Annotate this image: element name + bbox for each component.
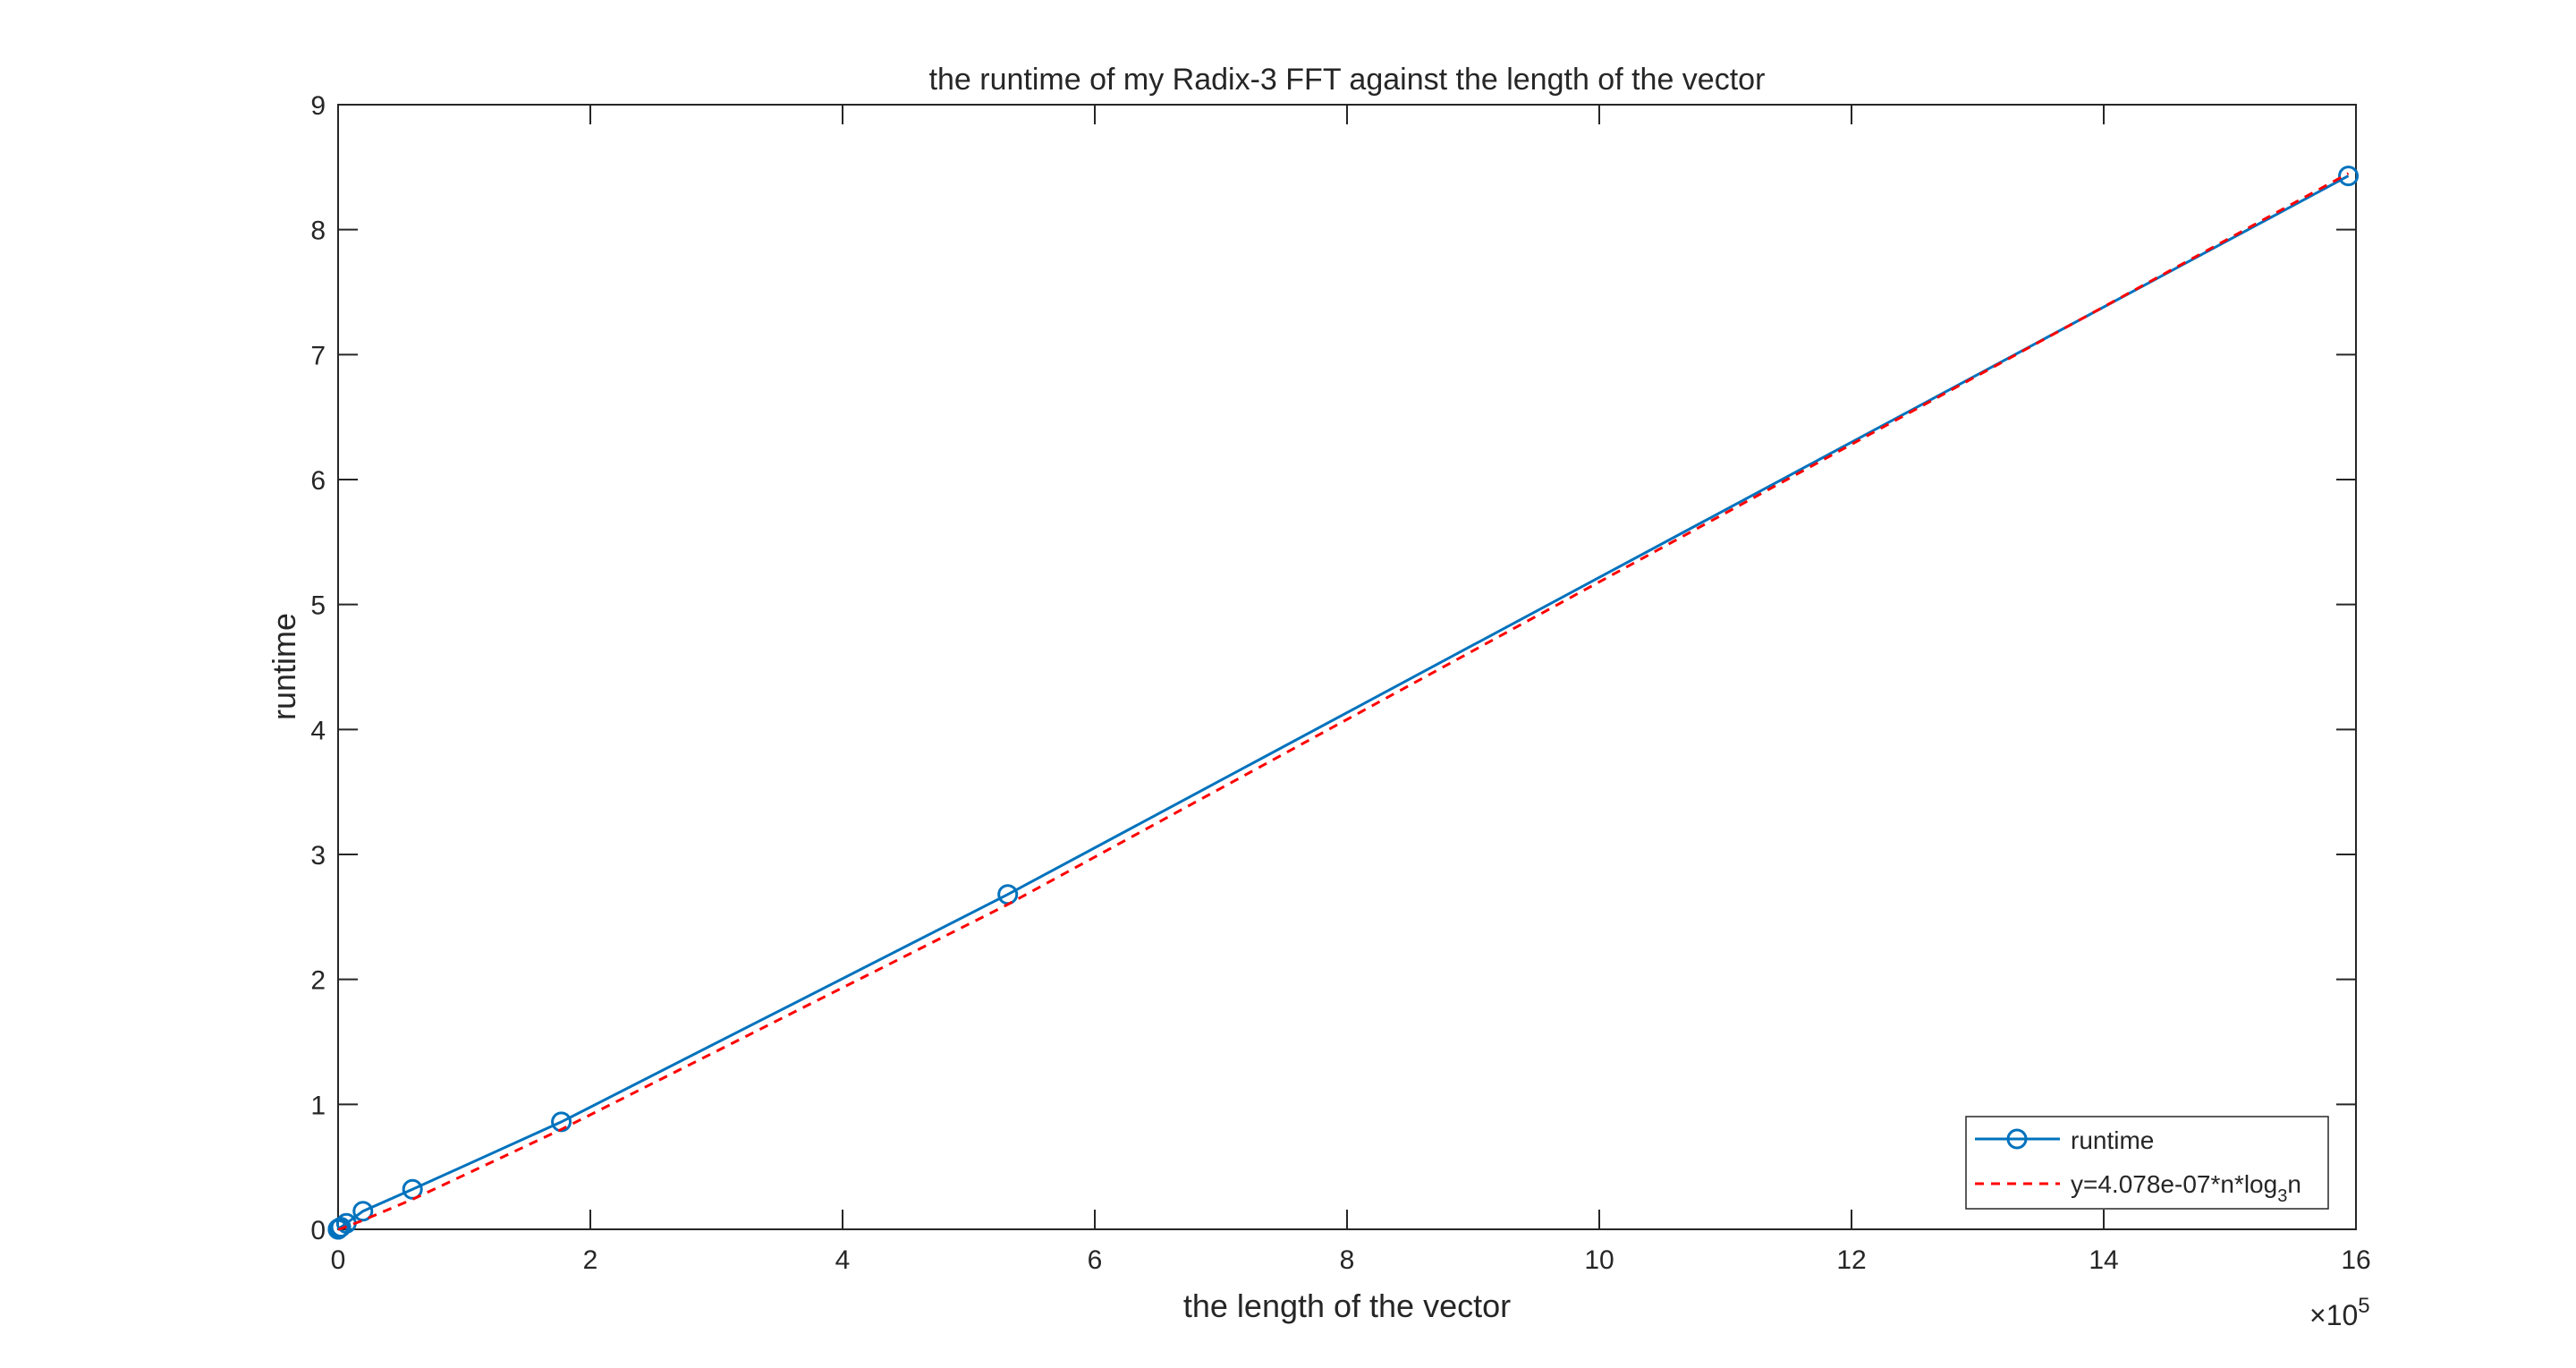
legend-fit-label: y=4.078e-07*n*log3n xyxy=(2071,1170,2301,1206)
x-tick-label: 14 xyxy=(2089,1245,2118,1275)
legend-fit-label-subscript: 3 xyxy=(2277,1186,2287,1206)
y-axis-label: runtime xyxy=(266,613,302,720)
x-tick-label: 8 xyxy=(1340,1245,1355,1275)
x-tick-label: 16 xyxy=(2341,1245,2370,1275)
y-tick-label: 5 xyxy=(310,591,326,621)
y-tick-label: 3 xyxy=(310,841,326,871)
y-tick-label: 6 xyxy=(310,466,326,496)
x-axis-exponent: ×105 xyxy=(2309,1294,2370,1331)
axes-box xyxy=(337,104,2357,1230)
y-tick-label: 7 xyxy=(310,341,326,370)
y-tick-label: 9 xyxy=(310,91,326,121)
legend-fit-label-main: y=4.078e-07*n*log xyxy=(2071,1170,2277,1198)
legend-box xyxy=(1965,1116,2329,1210)
runtime-data-point xyxy=(2338,166,2360,187)
legend-runtime-marker xyxy=(2006,1128,2028,1150)
runtime-data-point xyxy=(330,1217,352,1238)
x-tick-label: 0 xyxy=(331,1245,346,1275)
x-tick-label: 10 xyxy=(1584,1245,1614,1275)
x-exponent-base: ×10 xyxy=(2309,1299,2358,1331)
x-tick-label: 4 xyxy=(835,1245,851,1275)
y-tick-label: 0 xyxy=(310,1216,326,1245)
y-tick-label: 2 xyxy=(310,966,326,996)
series-layer xyxy=(327,166,2360,1240)
x-exponent-power: 5 xyxy=(2358,1294,2369,1318)
y-tick-label: 1 xyxy=(310,1091,326,1120)
legend-fit-label-suffix: n xyxy=(2287,1170,2301,1198)
x-axis-ticks: 0 2 4 6 8 10 12 14 16 xyxy=(331,105,2371,1275)
x-tick-label: 6 xyxy=(1088,1245,1103,1275)
x-tick-label: 2 xyxy=(583,1245,598,1275)
runtime-data-point xyxy=(352,1201,374,1222)
chart-title: the runtime of my Radix-3 FFT against th… xyxy=(929,63,1766,97)
y-tick-label: 4 xyxy=(310,716,326,745)
legend: runtime y=4.078e-07*n*log3n xyxy=(1965,1116,2329,1210)
x-tick-label: 12 xyxy=(1836,1245,1866,1275)
legend-runtime-label: runtime xyxy=(2071,1126,2154,1154)
y-tick-label: 8 xyxy=(310,217,326,246)
x-axis-label: the length of the vector xyxy=(1183,1287,1511,1324)
fit-series-line xyxy=(338,172,2350,1231)
